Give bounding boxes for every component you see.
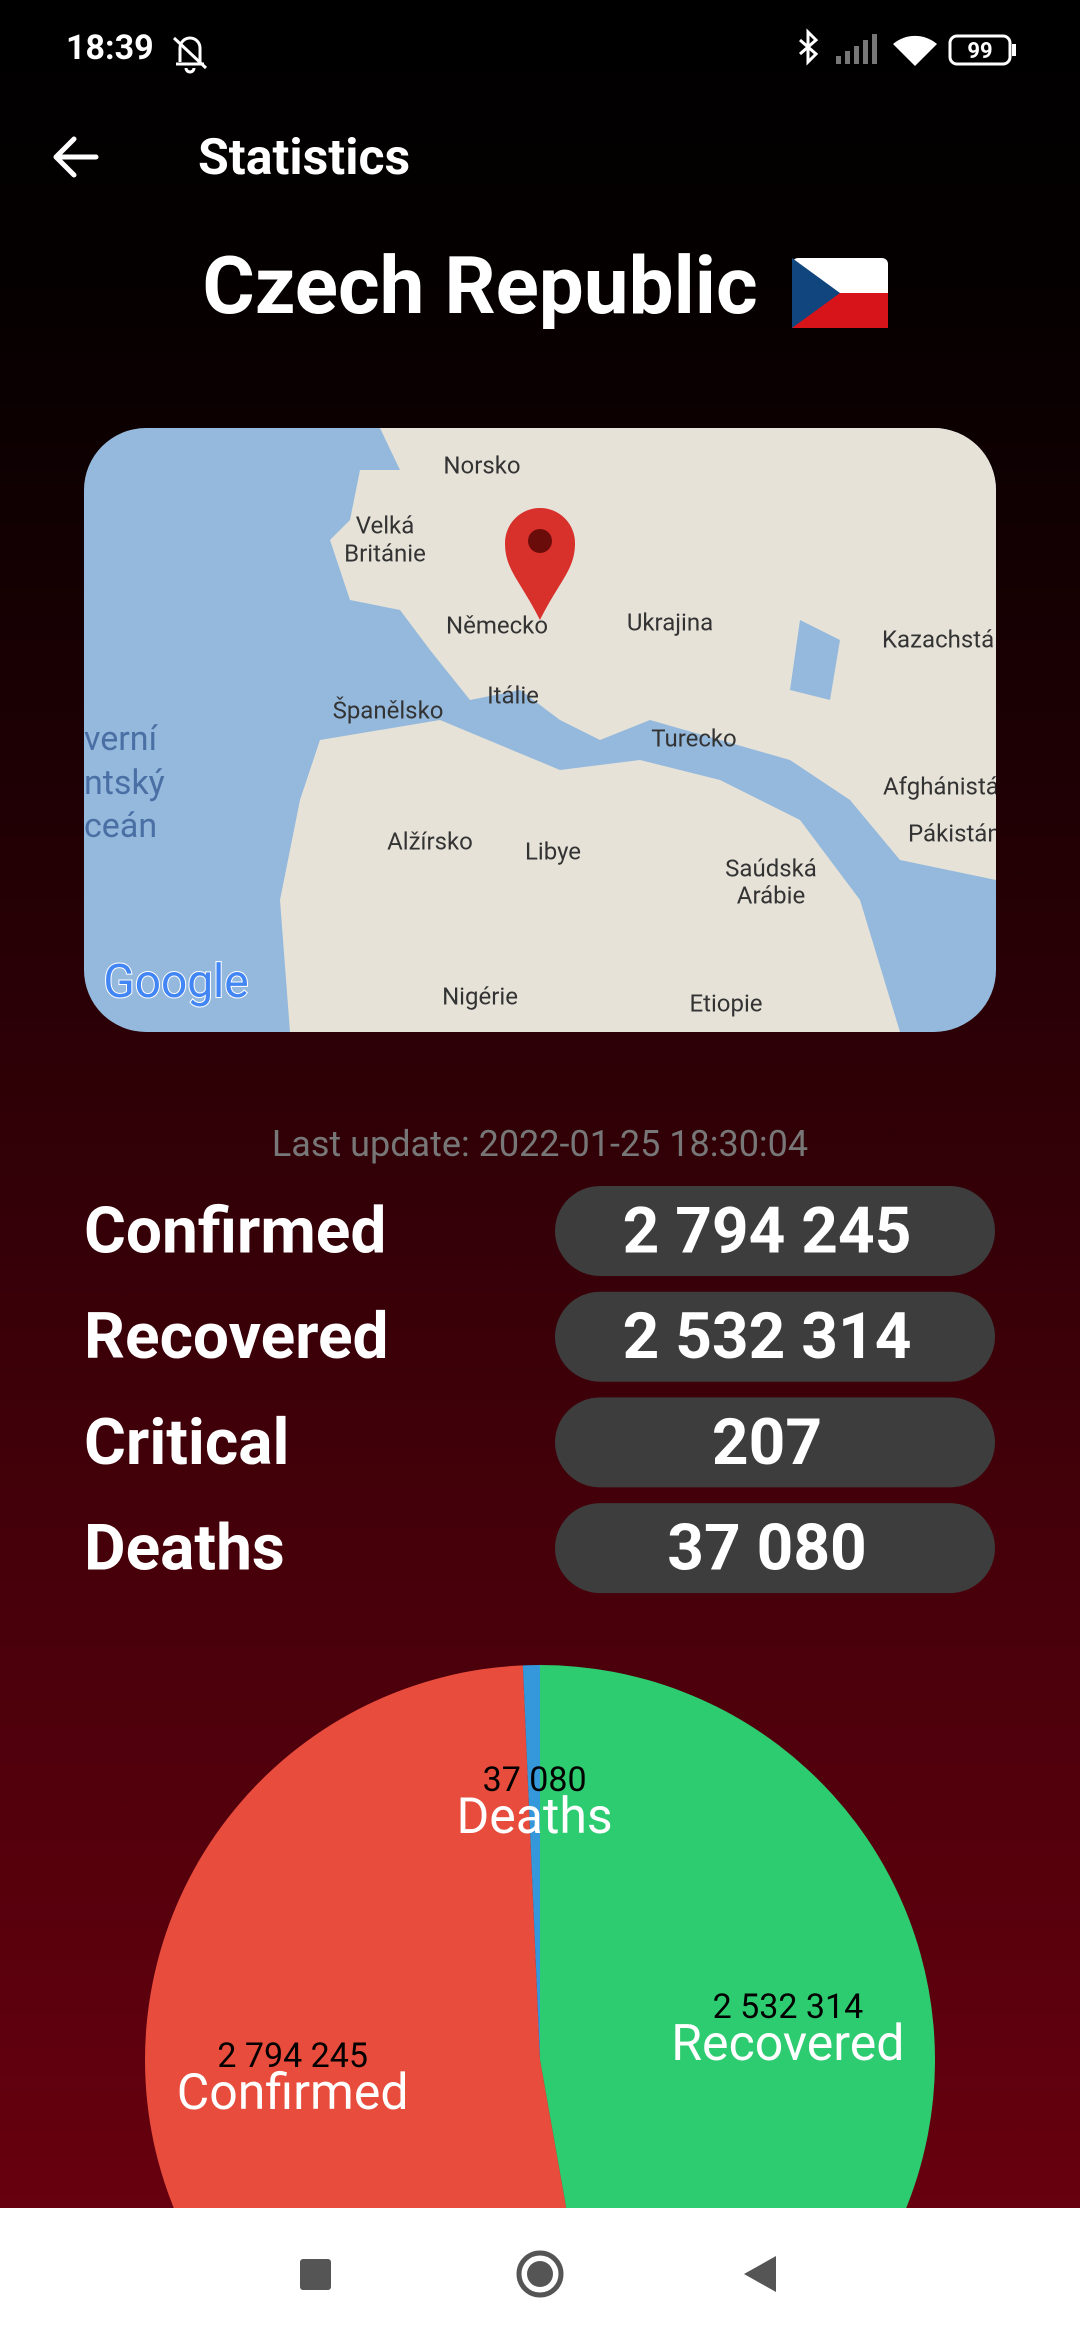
pie-value-label: 37 080 <box>483 1760 587 1800</box>
mute-icon <box>172 36 208 74</box>
map-label: Arábie <box>737 881 805 909</box>
home-button-dot <box>527 2261 553 2287</box>
pie-slice <box>145 1665 567 2208</box>
recents-button[interactable] <box>300 2259 331 2290</box>
map-label: ceán <box>84 806 157 846</box>
pie-value-label: 2 532 314 <box>713 1987 864 2027</box>
pie-slice <box>540 1665 935 2208</box>
map-label: Pákistán <box>908 819 1001 847</box>
flag <box>792 258 888 328</box>
map-sea-inland <box>790 620 840 700</box>
back-button[interactable] <box>53 136 99 178</box>
map-label: Velká <box>356 511 415 539</box>
map-label: Německo <box>446 611 548 639</box>
stat-pill <box>555 1291 995 1382</box>
home-button[interactable] <box>516 2250 564 2298</box>
header-title: Statistics <box>198 129 410 187</box>
stat-value: 2 794 245 <box>623 1194 912 1269</box>
stat-label: Deaths <box>84 1511 285 1586</box>
map-label: Nigérie <box>442 982 518 1010</box>
stat-pill <box>555 1186 995 1276</box>
stat-value: 37 080 <box>667 1511 867 1586</box>
pie-category-label: Confirmed <box>177 2064 409 2122</box>
last-update: Last update: 2022-01-25 18:30:04 <box>272 1123 808 1165</box>
battery-tip <box>1012 44 1016 56</box>
map-label: Itálie <box>487 681 539 709</box>
map-label: Kazachstá <box>882 625 994 653</box>
map-label: Norsko <box>443 451 520 479</box>
status-time: 18:39 <box>66 28 154 68</box>
pie-category-label: Recovered <box>671 2015 904 2073</box>
map-label: Etiopie <box>689 989 762 1017</box>
pie-slice <box>522 1665 540 2060</box>
map-label: Afghánistá <box>883 772 999 800</box>
bluetooth-icon <box>799 28 819 66</box>
map-pin <box>505 508 575 620</box>
map-label: Alžírsko <box>387 827 473 855</box>
stat-pill <box>555 1503 995 1594</box>
back-nav-button[interactable] <box>744 2256 776 2292</box>
country-title: Czech Republic <box>202 239 757 333</box>
stat-label: Recovered <box>84 1299 389 1374</box>
map-logo: Google <box>103 955 248 1009</box>
map-label: Británie <box>344 539 426 567</box>
signal-icon <box>836 34 877 64</box>
stat-label: Confirmed <box>84 1194 386 1269</box>
stat-pill <box>555 1397 995 1488</box>
map-label: Ukrajina <box>627 608 713 636</box>
pie-category-label: Deaths <box>456 1788 612 1846</box>
map-label: Turecko <box>651 724 737 752</box>
map-label: Španělsko <box>333 696 444 724</box>
map-label: Saúdská <box>725 854 817 882</box>
map-land <box>350 470 430 560</box>
map-label: Libye <box>525 837 581 865</box>
battery-icon <box>948 34 1012 66</box>
map-land <box>330 428 996 880</box>
map-land <box>280 720 900 1032</box>
pie-value-label: 2 794 245 <box>217 2036 368 2076</box>
stats-list: Confirmed 2 794 245 Recovered 2 532 314 Crit… <box>84 1186 995 1594</box>
stat-value: 2 532 314 <box>623 1299 912 1374</box>
battery-level: 99 <box>967 39 992 64</box>
map-label: verní <box>84 719 159 759</box>
wifi-icon <box>893 35 937 66</box>
stat-value: 207 <box>712 1405 822 1480</box>
map-label: ntský <box>84 763 165 803</box>
stat-label: Critical <box>84 1405 289 1480</box>
